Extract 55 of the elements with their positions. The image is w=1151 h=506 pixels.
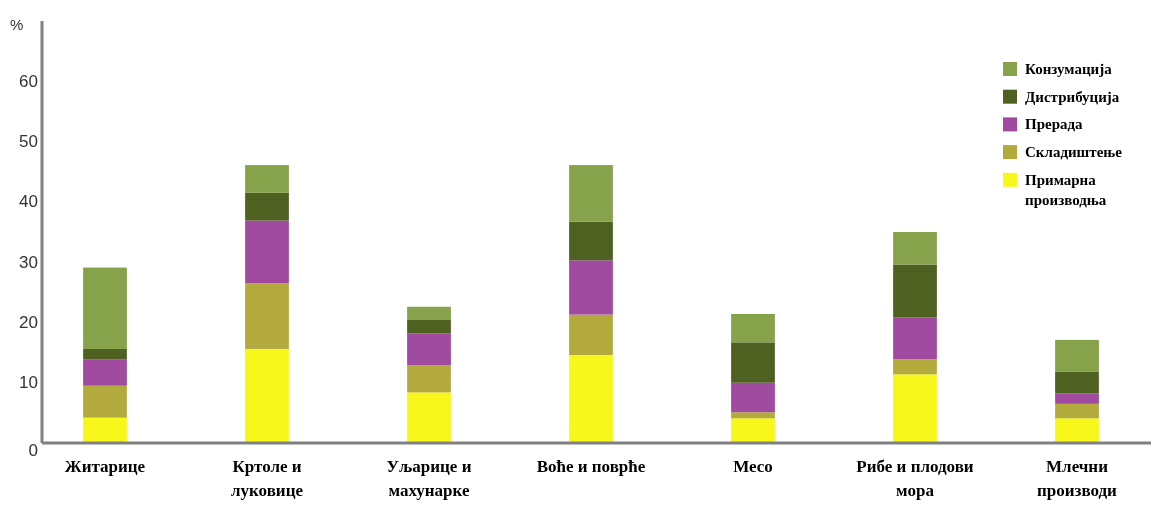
bar [407, 306, 451, 321]
bar [731, 313, 775, 343]
bar [569, 354, 613, 443]
bar [893, 359, 937, 375]
legend-label: Складиштење [1025, 144, 1123, 161]
legend-label: Примарна производња [1025, 171, 1107, 208]
y-axis-title: % [10, 16, 24, 33]
bar [1055, 393, 1099, 404]
x-tick-label: Житарице [64, 457, 146, 476]
bar [245, 283, 289, 349]
y-tick-label: 40 [19, 192, 38, 212]
x-tick-label: Млечни производи [1037, 457, 1118, 500]
bar [1055, 418, 1099, 443]
bar [245, 220, 289, 284]
x-tick-label: Уљарице и махунарке [386, 457, 472, 500]
y-tick-label: 20 [19, 312, 38, 332]
bar [407, 365, 451, 393]
bar [731, 342, 775, 383]
x-tick-label: Воће и поврће [536, 457, 646, 476]
bar [407, 320, 451, 334]
bar [569, 165, 613, 222]
bar [245, 192, 289, 221]
bar [893, 264, 937, 318]
bar [83, 267, 127, 349]
bar [893, 317, 937, 360]
y-tick-label: 60 [19, 71, 38, 91]
legend-label: Дистрибуција [1025, 88, 1120, 105]
bar [1055, 371, 1099, 394]
bar [83, 417, 127, 443]
bar [893, 232, 937, 265]
x-tick-label: Месо [733, 457, 773, 476]
bar [893, 374, 937, 443]
bar [1055, 339, 1099, 372]
bar [407, 333, 451, 366]
bar [569, 260, 613, 315]
bar [1055, 403, 1099, 419]
bar [569, 221, 613, 261]
bar [245, 165, 289, 193]
legend-label: Конзумација [1025, 61, 1113, 77]
bar [407, 392, 451, 443]
bar [731, 418, 775, 443]
bar [83, 385, 127, 418]
bar [569, 314, 613, 355]
y-tick-label: 50 [19, 132, 38, 152]
bar [731, 382, 775, 413]
bar [83, 348, 127, 360]
y-tick-label: 0 [28, 440, 38, 460]
legend-label: Прерада [1025, 116, 1084, 133]
y-tick-label: 30 [19, 252, 38, 272]
y-tick-label: 10 [19, 373, 38, 393]
x-tick-label: Рибе и плодови мора [856, 457, 974, 500]
x-tick-label: Кртоле и луковице [230, 457, 304, 500]
bar [83, 359, 127, 386]
bar [731, 412, 775, 419]
bar [245, 348, 289, 443]
